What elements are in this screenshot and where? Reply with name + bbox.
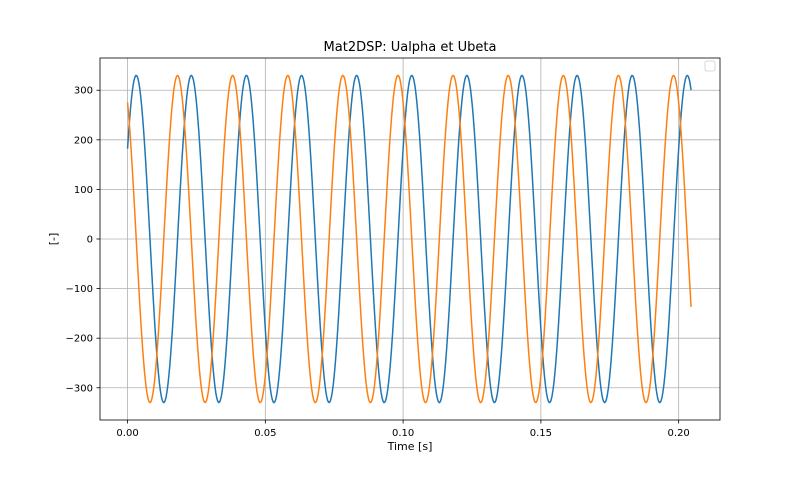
x-tick-label: 0.05 [254,428,276,439]
y-tick-label: −100 [66,284,93,295]
series-line-1 [126,74,692,404]
series-layer [126,74,692,404]
legend-box [704,60,716,72]
grid-lines [100,58,720,420]
y-axis: −300 −200 −100 0 100 200 300 [66,86,100,394]
y-tick-label: −300 [66,383,93,394]
x-axis-label: Time [s] [387,440,433,453]
x-tick-label: 0.15 [530,428,552,439]
y-tick-label: 0 [87,235,93,246]
y-tick-label: 300 [74,86,93,97]
x-tick-label: 0.20 [668,428,690,439]
y-axis-label: [-] [47,233,60,246]
chart-title: Mat2DSP: Ualpha et Ubeta [324,40,497,55]
y-tick-label: 200 [74,135,93,146]
x-axis: 0.00 0.05 0.10 0.15 0.20 [116,420,690,439]
series-line-2 [126,74,692,404]
x-tick-label: 0.00 [116,428,138,439]
y-tick-label: 100 [74,185,93,196]
x-tick-label: 0.10 [392,428,414,439]
y-tick-label: −200 [66,334,93,345]
